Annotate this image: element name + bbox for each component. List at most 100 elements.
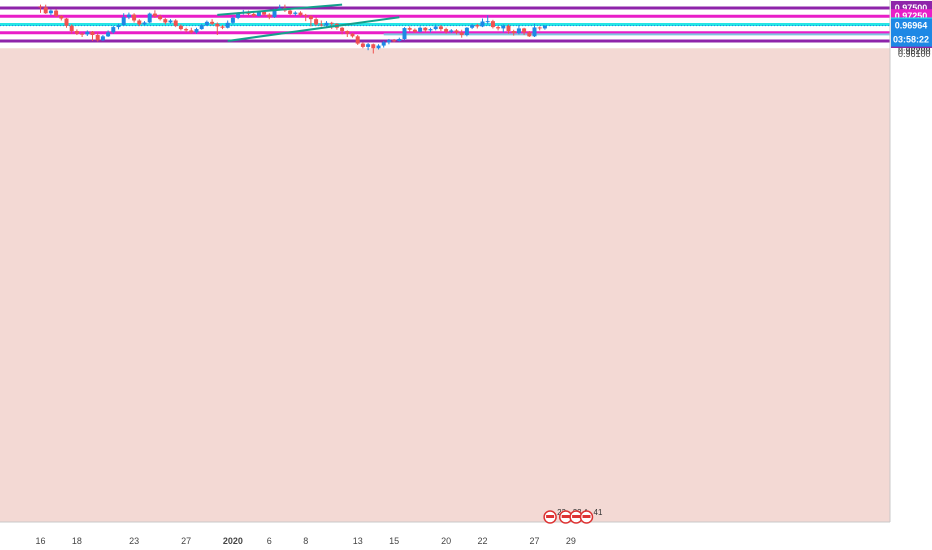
candle-body <box>69 25 74 32</box>
candle-body <box>511 31 516 34</box>
candle-body <box>340 27 345 32</box>
candle-body <box>537 27 542 29</box>
candle-body <box>376 45 381 49</box>
time-tick-label: 18 <box>72 536 82 546</box>
time-tick-label: 13 <box>353 536 363 546</box>
time-tick-label: 8 <box>303 536 308 546</box>
candle-body <box>314 19 319 25</box>
candle-body <box>516 28 521 34</box>
candle-body <box>392 40 397 42</box>
candle-body <box>397 38 402 41</box>
candle-body <box>38 6 43 8</box>
candle-body <box>308 16 313 20</box>
candle-body <box>111 27 116 33</box>
candle-body <box>433 26 438 30</box>
current-price-tag: 0.96964 <box>895 21 928 31</box>
candle-body <box>204 21 209 26</box>
candle-body <box>74 31 79 34</box>
candle-body <box>293 12 298 14</box>
candle-body <box>449 30 454 32</box>
level-tag: 0.97500 <box>895 3 928 13</box>
candle-body <box>251 13 256 16</box>
candle-body <box>116 25 121 28</box>
candle-body <box>184 29 189 31</box>
candle-body <box>407 28 412 30</box>
event-flag-stripe <box>546 515 555 518</box>
time-tick-label: 27 <box>529 536 539 546</box>
candle-body <box>64 18 69 26</box>
economic-events[interactable]: 2323441 <box>543 508 603 524</box>
candle-body <box>464 27 469 36</box>
trendlines[interactable] <box>217 3 400 42</box>
candle-body <box>490 21 495 28</box>
candle-body <box>324 22 329 26</box>
candle-body <box>501 25 506 29</box>
time-tick-label: 22 <box>477 536 487 546</box>
candle-body <box>381 42 386 46</box>
candle-body <box>542 25 547 29</box>
candle-body <box>496 27 501 29</box>
candle-body <box>485 21 490 23</box>
candle-body <box>532 27 537 37</box>
trendline[interactable] <box>217 3 343 16</box>
candle-body <box>95 35 100 41</box>
candle-body <box>345 31 350 34</box>
candle-body <box>418 27 423 32</box>
candle-body <box>210 21 215 24</box>
candle-body <box>527 32 532 37</box>
time-tick-label: 15 <box>389 536 399 546</box>
candle-body <box>506 25 511 32</box>
candle-body <box>106 32 111 37</box>
candle-body <box>225 22 230 28</box>
candle-body <box>43 7 48 14</box>
candle-body <box>475 25 480 27</box>
event-flag-stripe <box>582 515 591 518</box>
candle-body <box>277 7 282 10</box>
candle-body <box>100 36 105 41</box>
price-tick-label: 0.96100 <box>898 49 931 59</box>
event-flag-stripe <box>561 515 570 518</box>
candle-body <box>215 23 220 27</box>
candle-body <box>189 30 194 33</box>
candle-body <box>350 33 355 37</box>
candle-body <box>288 10 293 14</box>
candle-body <box>444 29 449 32</box>
candle-body <box>137 20 142 25</box>
time-tick-label: 2020 <box>223 536 243 546</box>
candle-body <box>158 16 163 20</box>
candle-body <box>59 15 64 19</box>
candles <box>38 4 547 54</box>
candle-body <box>423 27 428 31</box>
candle-body <box>236 13 241 18</box>
time-tick-label: 20 <box>441 536 451 546</box>
trendline[interactable] <box>227 16 400 42</box>
price-axis-tags: 0.975000.972500.970000.967500.965000.966… <box>891 0 932 48</box>
candle-body <box>48 10 53 14</box>
candle-body <box>402 28 407 39</box>
candle-body <box>438 26 443 30</box>
candle-body <box>522 28 527 33</box>
time-tick-label: 27 <box>181 536 191 546</box>
candle-body <box>480 21 485 27</box>
level-tag: 0.97250 <box>895 11 928 21</box>
countdown-tag: 03:58:22 <box>893 35 929 45</box>
candle-body <box>470 25 475 28</box>
price-tick-label: 0.96200 <box>898 46 931 56</box>
candle-body <box>256 11 261 16</box>
candle-body <box>126 14 131 18</box>
candle-body <box>360 43 365 47</box>
time-tick-label: 6 <box>267 536 272 546</box>
candle-body <box>412 29 417 32</box>
time-tick-label: 16 <box>35 536 45 546</box>
candle-body <box>142 22 147 25</box>
candle-body <box>199 25 204 30</box>
candle-body <box>230 17 235 23</box>
time-tick-label: 29 <box>566 536 576 546</box>
candle-body <box>178 25 183 30</box>
candle-body <box>454 30 459 33</box>
demand-zone <box>0 48 890 522</box>
candle-body <box>371 44 376 49</box>
time-axis[interactable]: 16 18 23 27 2020 6 8 13 15 20 22 27 29 <box>35 536 575 546</box>
candle-body <box>355 36 360 44</box>
